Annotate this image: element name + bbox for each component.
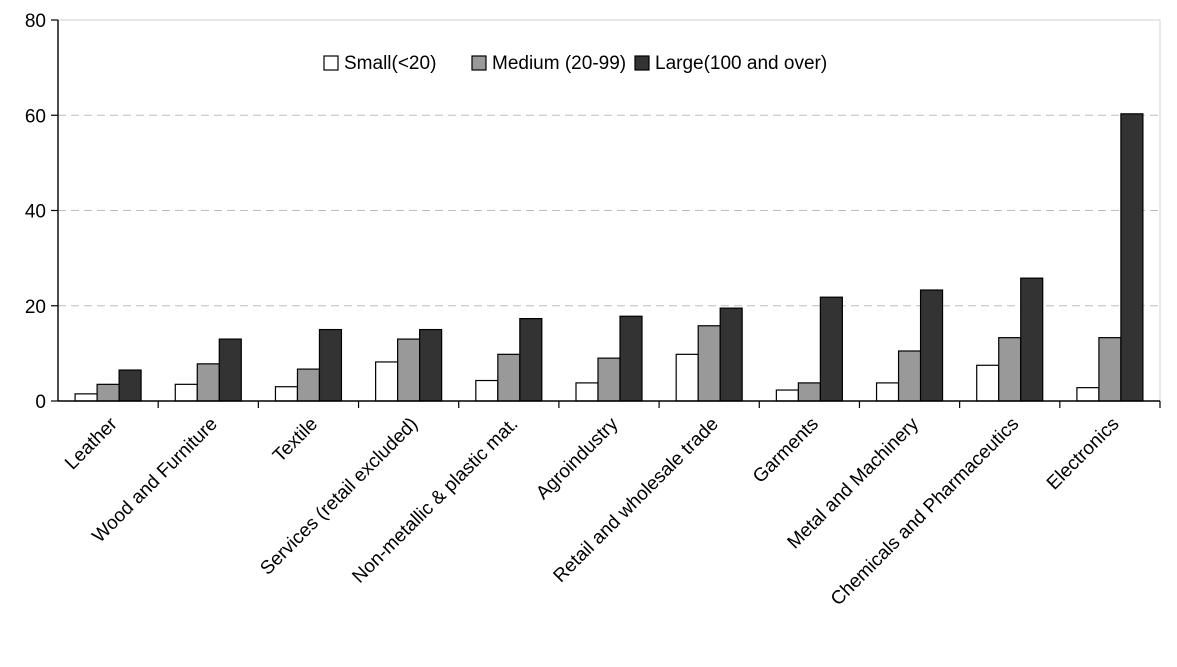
x-tick-label: Garments	[749, 414, 823, 488]
bar-large	[819, 296, 843, 402]
bar-small	[375, 361, 399, 402]
bar-small	[875, 382, 900, 402]
bar-medium	[96, 383, 120, 402]
bar-medium	[697, 325, 721, 402]
legend-label: Large(100 and over)	[655, 53, 827, 74]
legend-swatch	[471, 55, 487, 71]
bar-small	[1076, 387, 1100, 402]
bar-small	[976, 364, 1000, 402]
x-tick-label: Agroindustry	[532, 413, 623, 504]
bar-large	[218, 338, 242, 402]
bar-small	[775, 389, 799, 402]
x-tick-label: Retail and wholesale trade	[550, 414, 723, 587]
bar-medium	[597, 357, 621, 402]
legend-swatch	[323, 55, 339, 71]
legend-label: Medium (20-99)	[492, 53, 626, 74]
legend-label: Small(<20)	[344, 53, 436, 74]
x-tick-label: Non-metallic & plastic mat.	[348, 414, 522, 588]
axes	[51, 19, 1161, 408]
bar-medium	[397, 338, 421, 402]
legend-entry: Small(<20)	[323, 53, 436, 74]
bar-large	[318, 328, 343, 402]
y-tick-label: 0	[35, 392, 46, 413]
x-tick-label: Leather	[61, 413, 122, 474]
x-tick-label: Chemicals and Pharmaceutics	[827, 414, 1023, 610]
bar-large	[719, 307, 743, 402]
bar-large	[1120, 113, 1144, 402]
legend: Small(<20) Medium (20-99) Large(100 and ov…	[323, 53, 827, 74]
bars	[74, 113, 1144, 402]
bar-medium	[998, 337, 1022, 402]
legend-entry: Large(100 and over)	[634, 53, 827, 74]
y-tick-label: 80	[25, 11, 46, 32]
bar-large	[118, 369, 142, 402]
bar-medium	[497, 353, 521, 402]
y-tick-label: 40	[25, 202, 46, 223]
bar-large	[919, 289, 944, 402]
bar-medium	[897, 350, 922, 402]
y-tick-label: 20	[25, 297, 46, 318]
bar-small	[475, 379, 499, 402]
bar-medium	[296, 368, 321, 402]
bar-medium	[196, 363, 220, 402]
bar-large	[419, 328, 443, 402]
x-tick-label: Electronics	[1043, 414, 1124, 495]
bar-small	[575, 382, 599, 402]
bar-small	[274, 386, 299, 402]
x-tick-label: Textile	[269, 414, 322, 467]
bar-large	[1020, 277, 1044, 402]
legend-entry: Medium (20-99)	[471, 53, 626, 74]
legend-swatch	[634, 55, 650, 71]
bar-medium	[1098, 337, 1122, 402]
bar-small	[675, 353, 699, 402]
y-tick-labels: 0 20 40 60 80	[25, 11, 46, 413]
bar-large	[519, 318, 543, 402]
bar-large	[619, 315, 643, 402]
bar-medium	[797, 382, 821, 402]
bar-small	[174, 383, 198, 402]
bar-small	[74, 393, 98, 402]
y-tick-label: 60	[25, 106, 46, 127]
